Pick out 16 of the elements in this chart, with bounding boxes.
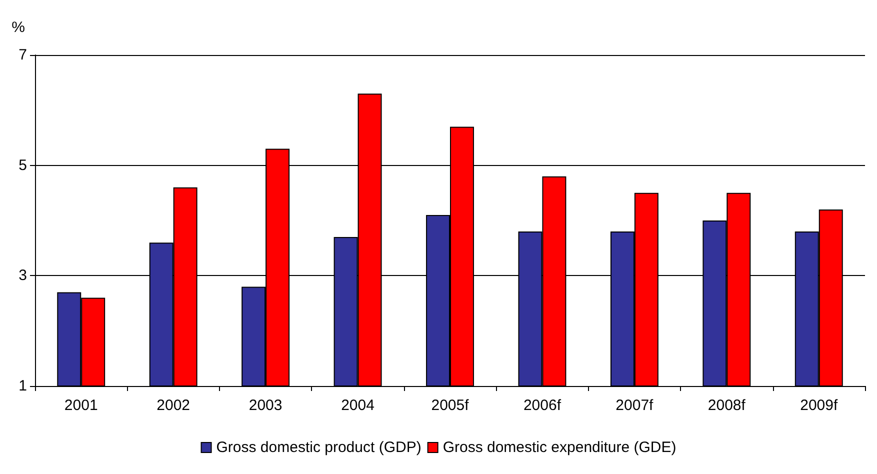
y-tick-label: 7 (18, 46, 27, 64)
y-tick-label: 3 (18, 267, 27, 284)
x-tick-label: 2006f (523, 397, 562, 414)
x-tick-label: 2001 (64, 397, 98, 414)
x-tick-label: 2008f (708, 397, 746, 414)
x-tick-label: 2004 (341, 397, 374, 414)
legend-label: Gross domestic product (GDP) (216, 439, 422, 456)
x-tick-label: 2009f (800, 397, 838, 414)
x-tick-label: 2002 (156, 397, 190, 414)
y-tick-label: 1 (18, 378, 27, 394)
x-tick-label: 2005f (431, 397, 470, 414)
y-tick-label: 5 (18, 156, 27, 174)
x-tick-label: 2003 (248, 397, 282, 414)
legend-label: Gross domestic expenditure (GDE) (442, 439, 676, 456)
y-axis-title: % (12, 19, 25, 36)
x-tick-label: 2007f (616, 397, 654, 414)
